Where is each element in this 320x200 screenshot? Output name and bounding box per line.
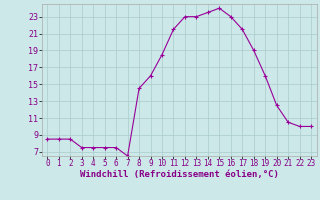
X-axis label: Windchill (Refroidissement éolien,°C): Windchill (Refroidissement éolien,°C) <box>80 170 279 179</box>
